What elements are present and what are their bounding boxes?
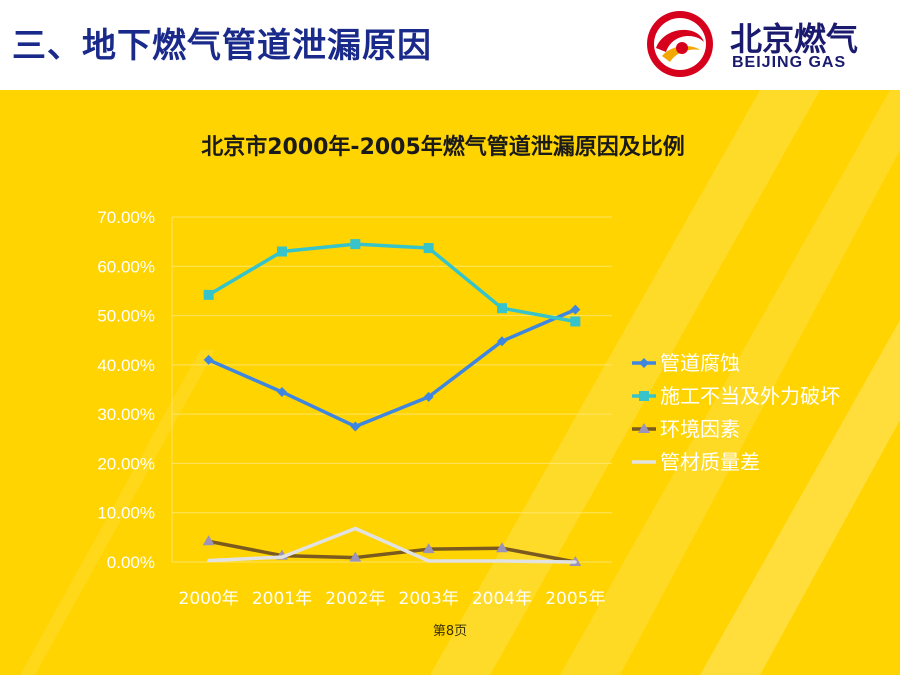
data-point xyxy=(353,526,357,530)
y-tick-label: 20.00% xyxy=(97,454,155,473)
y-tick-label: 30.00% xyxy=(97,405,155,424)
chart-title: 北京市2000年-2005年燃气管道泄漏原因及比例 xyxy=(201,134,685,160)
data-point xyxy=(500,559,504,563)
data-point xyxy=(280,555,284,559)
series-line xyxy=(208,526,576,564)
x-tick-label: 2003年 xyxy=(399,589,459,609)
data-point xyxy=(570,304,581,315)
x-tick-label: 2004年 xyxy=(472,589,532,609)
legend-label: 管材质量差 xyxy=(660,450,760,474)
legend-label: 施工不当及外力破坏 xyxy=(660,384,840,408)
data-point xyxy=(350,239,361,250)
series-line xyxy=(207,242,576,324)
data-point xyxy=(496,542,508,553)
legend-marker xyxy=(639,391,649,401)
data-point xyxy=(207,559,211,563)
data-point xyxy=(573,560,577,564)
legend-label: 环境因素 xyxy=(660,417,740,441)
y-tick-label: 40.00% xyxy=(97,356,155,375)
data-point xyxy=(497,303,507,314)
data-point xyxy=(422,543,435,554)
x-tick-label: 2002年 xyxy=(325,589,385,609)
data-point xyxy=(349,551,362,562)
data-point xyxy=(497,336,507,347)
data-point xyxy=(277,386,287,397)
data-point xyxy=(203,354,214,365)
data-point xyxy=(203,289,214,300)
data-point xyxy=(423,243,434,254)
logo-text-en: BEIJING GAS xyxy=(732,54,847,71)
logo-text-cn: 北京燃气 xyxy=(730,20,859,58)
page-number: 第8页 xyxy=(432,624,468,639)
y-tick-label: 0.00% xyxy=(107,553,155,572)
x-tick-label: 2005年 xyxy=(545,589,605,609)
legend-label: 管道腐蚀 xyxy=(660,351,740,375)
beijing-gas-logo: 北京燃气 BEIJING GAS xyxy=(642,8,892,80)
y-tick-label: 60.00% xyxy=(97,257,155,276)
data-point xyxy=(423,391,434,402)
data-point xyxy=(350,421,361,432)
background-stripes xyxy=(20,90,900,675)
legend-marker xyxy=(638,423,650,433)
y-tick-label: 10.00% xyxy=(97,504,155,523)
y-tick-label: 70.00% xyxy=(97,208,155,227)
series-line xyxy=(207,308,577,429)
data-point xyxy=(570,316,581,327)
header: 三、地下燃气管道泄漏原因 北京燃气 BEIJING GAS xyxy=(0,0,900,90)
x-tick-label: 2000年 xyxy=(179,589,239,609)
x-tick-label: 2001年 xyxy=(252,589,312,609)
logo-emblem-icon xyxy=(647,11,713,77)
data-point xyxy=(277,246,287,257)
series-line xyxy=(208,539,576,564)
legend-marker xyxy=(639,358,649,368)
slide-title: 三、地下燃气管道泄漏原因 xyxy=(12,26,432,66)
data-point xyxy=(427,559,431,563)
y-tick-label: 50.00% xyxy=(97,307,155,326)
data-point xyxy=(202,535,215,546)
